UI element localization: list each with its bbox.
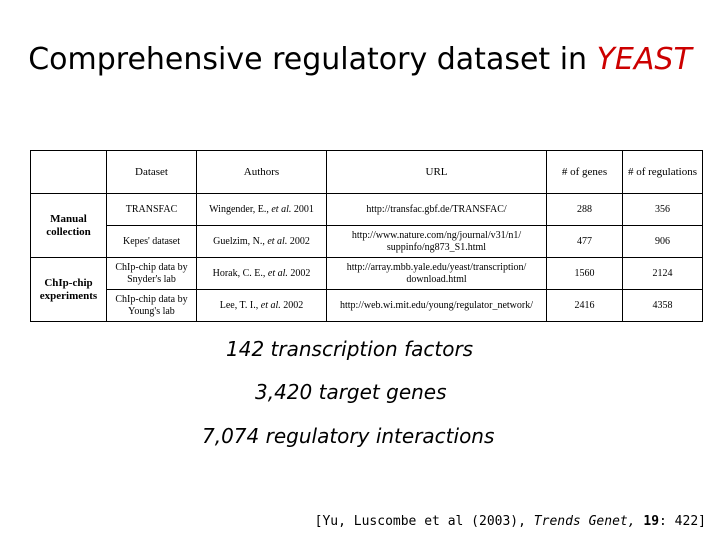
cell-url: http://web.wi.mit.edu/young/regulator_ne…	[326, 289, 547, 322]
cell-regulations: 906	[622, 225, 703, 258]
header-genes: # of genes	[546, 150, 623, 194]
cell-genes: 477	[546, 225, 623, 258]
cell-url: http://www.nature.com/ng/journal/v31/n1/…	[326, 225, 547, 258]
cell-url: http://transfac.gbf.de/TRANSFAC/	[326, 193, 547, 226]
cell-authors: Guelzim, N., et al. 2002	[196, 225, 327, 258]
header-url: URL	[326, 150, 547, 194]
title-accent: YEAST	[596, 42, 692, 77]
cell-regulations: 2124	[622, 257, 703, 290]
slide-title: Comprehensive regulatory dataset in YEAS…	[0, 42, 720, 77]
header-authors: Authors	[196, 150, 327, 194]
cell-dataset: TRANSFAC	[106, 193, 197, 226]
stat-transcription-factors: 142 transcription factors	[226, 337, 474, 361]
table-header-row: Dataset Authors URL # of genes # of regu…	[30, 150, 703, 194]
cell-regulations: 4358	[622, 289, 703, 322]
cell-genes: 1560	[546, 257, 623, 290]
header-regulations: # of regulations	[622, 150, 703, 194]
table-row: ChIp-chip data by Young's lab Lee, T. I.…	[31, 289, 703, 322]
cell-url: http://array.mbb.yale.edu/yeast/transcri…	[326, 257, 547, 290]
cell-dataset: ChIp-chip data by Snyder's lab	[106, 257, 197, 290]
cell-authors: Horak, C. E., et al. 2002	[196, 257, 327, 290]
cell-authors: Lee, T. I., et al. 2002	[196, 289, 327, 322]
table-row: Manual collection TRANSFAC Wingender, E.…	[30, 193, 703, 258]
cell-dataset: Kepes' dataset	[106, 225, 197, 258]
cell-authors: Wingender, E., et al. 2001	[196, 193, 327, 226]
cell-genes: 288	[546, 193, 623, 226]
group-label-chip: ChIp-chip experiments	[30, 257, 107, 322]
table-row: Kepes' dataset Guelzim, N., et al. 2002 …	[31, 225, 703, 258]
table-row: ChIp-chip experiments ChIp-chip data by …	[30, 257, 703, 322]
cell-regulations: 356	[622, 193, 703, 226]
group-label-manual: Manual collection	[30, 193, 107, 258]
cell-genes: 2416	[546, 289, 623, 322]
header-empty	[30, 150, 107, 194]
dataset-table: Dataset Authors URL # of genes # of regu…	[30, 150, 703, 322]
cell-dataset: ChIp-chip data by Young's lab	[106, 289, 197, 322]
title-main: Comprehensive regulatory dataset in	[28, 42, 588, 77]
citation: [Yu, Luscombe et al (2003), Trends Genet…	[314, 514, 706, 529]
stat-target-genes: 3,420 target genes	[255, 380, 447, 404]
stat-regulatory-interactions: 7,074 regulatory interactions	[202, 424, 495, 448]
header-dataset: Dataset	[106, 150, 197, 194]
